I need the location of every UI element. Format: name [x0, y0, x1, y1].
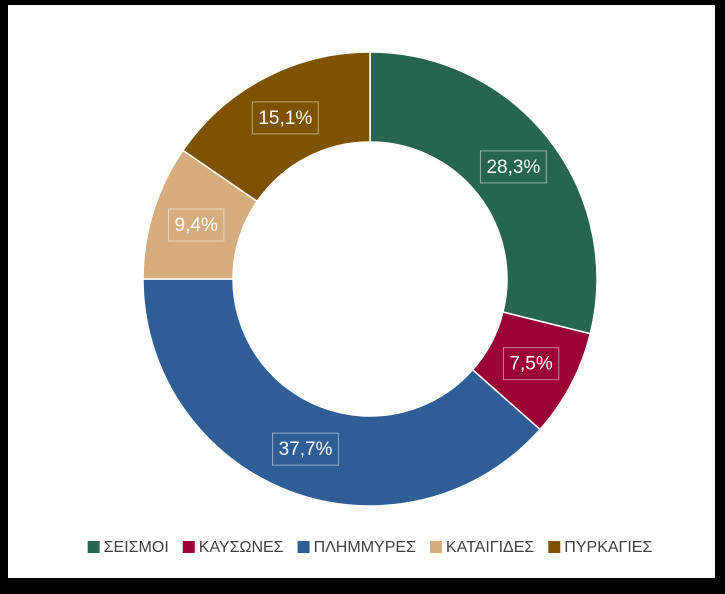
legend-label: ΚΑΥΣΩΝΕΣ: [199, 539, 284, 556]
data-label-box: [251, 101, 319, 135]
legend-swatch: [87, 541, 100, 553]
data-label-box: [479, 150, 547, 184]
legend-label: ΠΥΡΚΑΓΙΕΣ: [564, 539, 652, 556]
legend-swatch: [548, 541, 561, 553]
legend-swatch: [429, 541, 442, 553]
data-label-box: [168, 208, 225, 242]
legend: ΣΕΙΣΜΟΙ ΚΑΥΣΩΝΕΣ ΠΛΗΜΜΥΡΕΣ ΚΑΤΑΙΓΙΔΕΣ ΠΥΡΚΑΓ…: [87, 539, 652, 556]
data-label: 37,7%: [279, 439, 333, 460]
data-label-box: [502, 347, 560, 381]
data-label: 15,1%: [258, 108, 312, 129]
data-label: 28,3%: [486, 157, 540, 178]
data-label: 9,4%: [175, 215, 218, 236]
donut-segment: [142, 278, 542, 507]
data-label: 7,5%: [509, 354, 552, 375]
legend-label: ΚΑΤΑΙΓΙΔΕΣ: [446, 539, 534, 556]
legend-swatch: [182, 541, 195, 553]
legend-label: ΠΛΗΜΜΥΡΕΣ: [314, 539, 416, 556]
legend-label: ΣΕΙΣΜΟΙ: [104, 539, 169, 556]
donut-segment: [369, 51, 598, 335]
legend-swatch: [297, 541, 310, 553]
data-label-box: [272, 432, 339, 466]
